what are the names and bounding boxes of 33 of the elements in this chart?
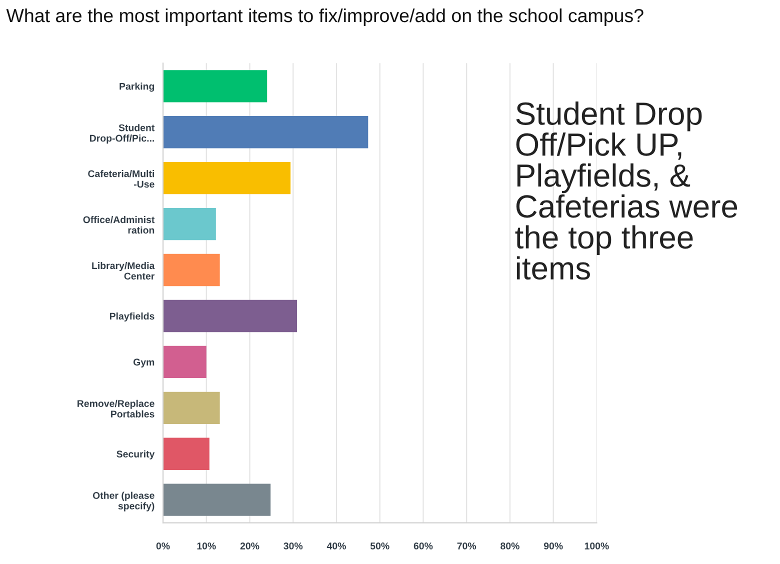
y-tick-label: Parking: [120, 82, 154, 92]
y-tick-label: Playfields: [110, 312, 154, 322]
bar: [163, 116, 368, 148]
bar: [163, 208, 216, 240]
y-tick-label: Remove/Replace Portables: [78, 400, 154, 418]
bar: [163, 438, 210, 470]
bar: [163, 346, 206, 378]
y-tick-label: Office/Administ ration: [83, 216, 155, 234]
x-tick-label: 80%: [500, 542, 520, 550]
x-tick-label: 20%: [240, 542, 260, 550]
y-tick-label: Gym: [133, 358, 154, 368]
x-tick-label: 70%: [457, 542, 476, 550]
chart-title: What are the most important items to fix/improve/add on the school campus?: [6, 8, 644, 26]
y-tick-label: Cafeteria/Multi -Use: [88, 170, 154, 188]
x-tick-label: 40%: [326, 542, 346, 550]
bar: [163, 300, 298, 332]
y-tick-label: Security: [116, 450, 155, 460]
x-tick-label: 100%: [584, 542, 609, 550]
x-tick-label: 60%: [414, 542, 433, 550]
x-tick-label: 90%: [544, 542, 563, 550]
y-tick-label: Library/Media Center: [92, 262, 155, 280]
x-tick-label: 0%: [156, 542, 170, 550]
annotation: Student Drop Off/Pick UP, Playfields, & Cafeterias were the top three items: [515, 102, 738, 280]
bar: [163, 484, 271, 516]
bar: [163, 70, 268, 102]
x-tick-label: 50%: [370, 542, 390, 550]
bar: [163, 392, 220, 424]
bar: [163, 254, 220, 286]
y-tick-label: Student Drop-Off/Pic...: [90, 124, 155, 144]
bar: [163, 162, 291, 194]
y-tick-label: Other (please specify): [92, 492, 154, 512]
x-tick-label: 10%: [197, 542, 216, 550]
x-tick-label: 30%: [284, 542, 303, 550]
